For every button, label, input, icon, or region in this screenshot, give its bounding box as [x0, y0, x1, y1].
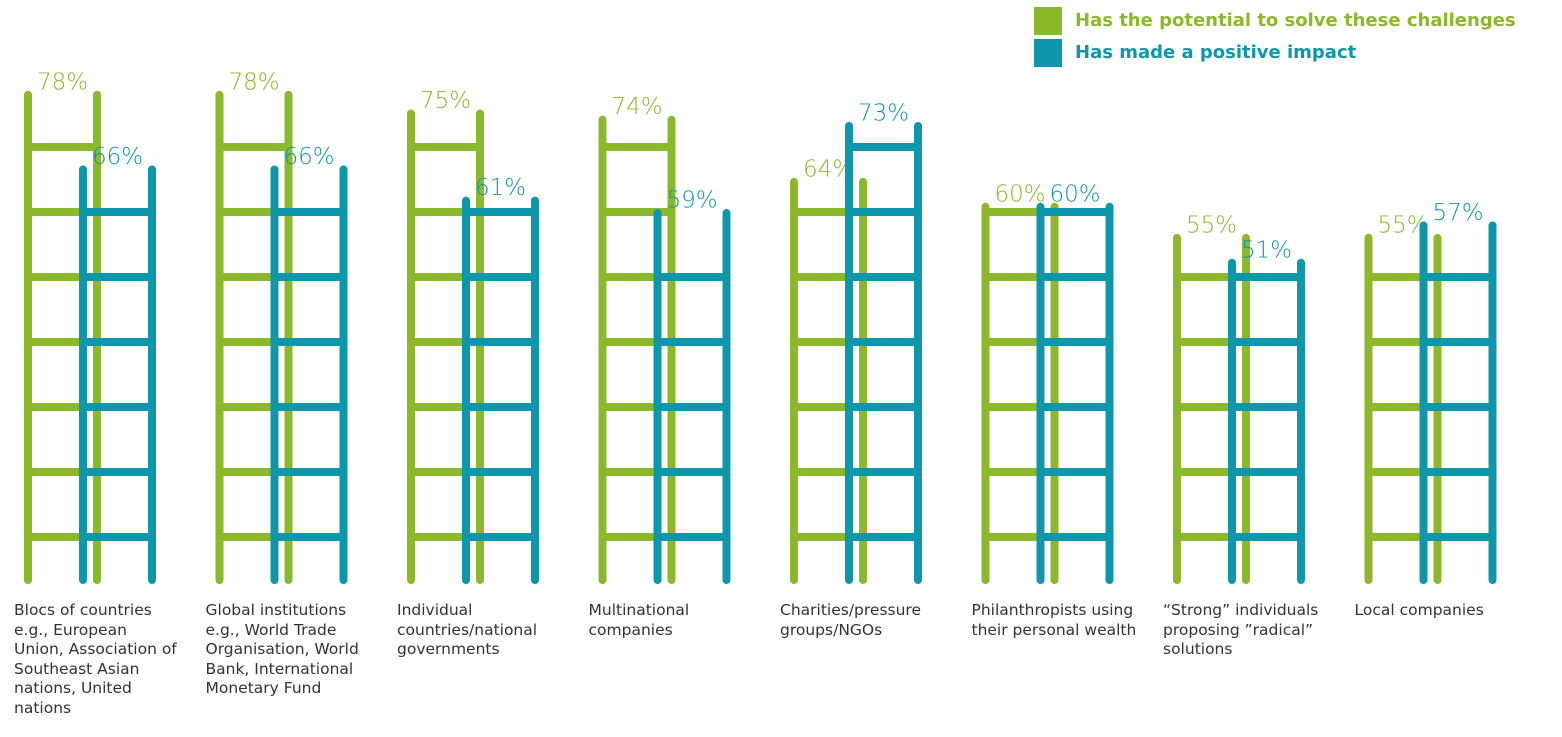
- ladder: [1228, 258, 1305, 584]
- category-label: Philanthropists using their personal wea…: [971, 601, 1137, 639]
- category-label: “Strong” individuals proposing ”radical”…: [1163, 601, 1319, 658]
- legend-swatch: [1034, 39, 1062, 67]
- ladder: [215, 90, 293, 584]
- value-label: 66%: [283, 144, 334, 170]
- value-label: 59%: [666, 188, 717, 214]
- value-label: 61%: [475, 175, 526, 201]
- value-label: 51%: [1241, 237, 1292, 263]
- value-label: 60%: [994, 181, 1045, 207]
- category-label: Individual countries/national government…: [397, 601, 538, 658]
- ladder: [653, 209, 731, 584]
- value-label: 60%: [1049, 181, 1100, 207]
- category-label: Local companies: [1354, 601, 1484, 619]
- value-label: 55%: [1186, 212, 1237, 238]
- value-label: 57%: [1432, 200, 1483, 226]
- category-label: Global institutions e.g., World Trade Or…: [205, 601, 359, 697]
- ladder: [1419, 221, 1497, 584]
- value-label: 78%: [37, 69, 88, 95]
- value-label: 73%: [858, 100, 909, 126]
- ladder: [79, 165, 156, 584]
- legend-label: Has made a positive impact: [1075, 42, 1357, 63]
- ladder: [845, 121, 922, 584]
- ladder: [270, 165, 348, 584]
- legend-swatch: [1034, 7, 1062, 35]
- ladder: [462, 196, 539, 584]
- category-label: Charities/pressure groups/NGOs: [780, 601, 921, 639]
- legend-label: Has the potential to solve these challen…: [1075, 10, 1516, 31]
- category-label: Blocs of countries e.g., European Union,…: [14, 601, 177, 717]
- value-label: 74%: [611, 94, 662, 120]
- value-label: 78%: [228, 69, 279, 95]
- ladder: [24, 90, 101, 584]
- value-label: 66%: [92, 144, 143, 170]
- ladder: [1036, 202, 1114, 584]
- value-label: 75%: [420, 88, 471, 114]
- category-label: Multinational companies: [588, 601, 690, 639]
